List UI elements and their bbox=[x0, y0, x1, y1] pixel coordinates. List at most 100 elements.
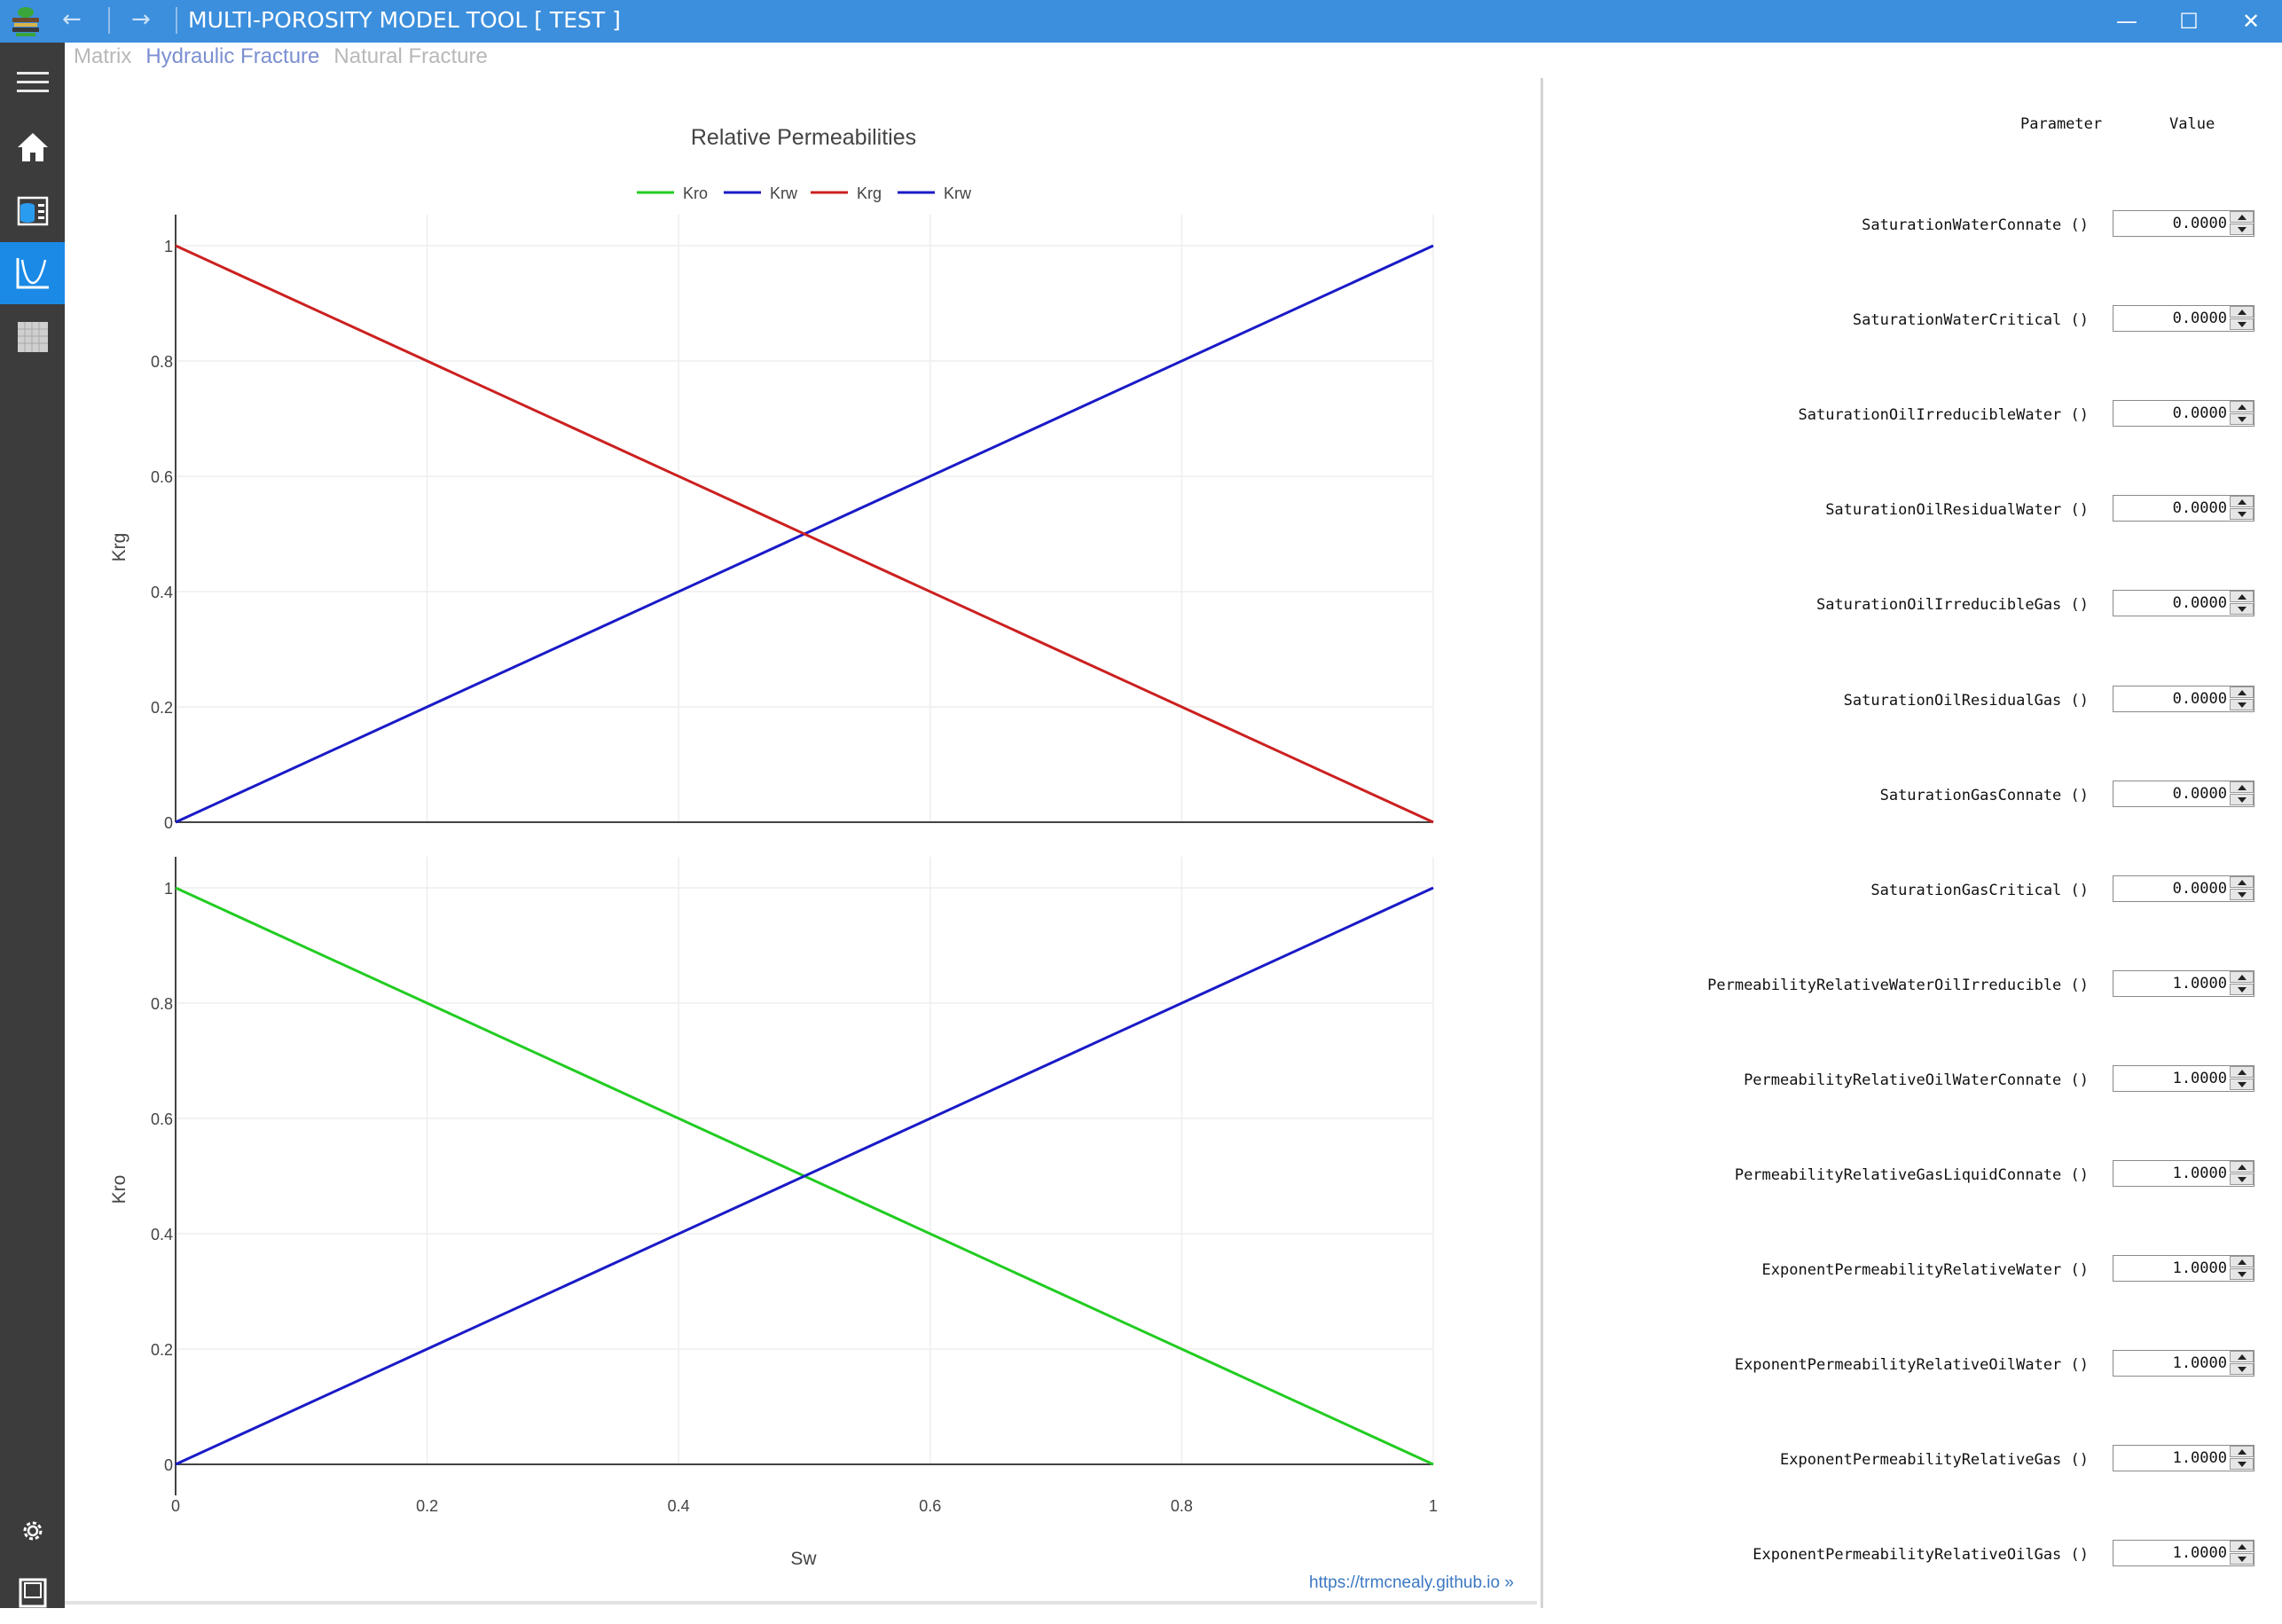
legend-label: Krw bbox=[770, 184, 798, 202]
gear-icon bbox=[23, 1521, 42, 1541]
value-spinner[interactable] bbox=[2230, 1351, 2254, 1376]
value-spinner[interactable] bbox=[2230, 211, 2254, 236]
spinner-down-button[interactable] bbox=[2230, 1173, 2254, 1185]
value-spinner[interactable] bbox=[2230, 781, 2254, 806]
arrow-up-icon bbox=[2238, 594, 2247, 600]
spinner-down-button[interactable] bbox=[2230, 413, 2254, 426]
hamburger-menu-button[interactable] bbox=[0, 51, 65, 114]
sidebar-item-settings[interactable] bbox=[0, 1500, 65, 1562]
maximize-button[interactable]: ☐ bbox=[2179, 9, 2199, 34]
lower-y-tick-label: 0.6 bbox=[151, 1110, 173, 1128]
spinner-up-button[interactable] bbox=[2230, 970, 2254, 983]
value-spinner[interactable] bbox=[2230, 1541, 2254, 1565]
spinner-up-button[interactable] bbox=[2230, 401, 2254, 413]
close-button[interactable]: ✕ bbox=[2241, 9, 2261, 34]
parameter-name: ExponentPermeabilityRelativeOilGas () bbox=[1753, 1546, 2089, 1565]
spinner-down-button[interactable] bbox=[2230, 698, 2254, 710]
parameter-row: ExponentPermeabilityRelativeWater () 1.00… bbox=[1543, 1255, 2282, 1285]
value-spinner[interactable] bbox=[2230, 686, 2254, 711]
hamburger-menu-icon bbox=[16, 72, 49, 92]
spinner-down-button[interactable] bbox=[2230, 224, 2254, 235]
parameter-row: ExponentPermeabilityRelativeOilGas () 1.0… bbox=[1543, 1540, 2282, 1570]
spinner-down-button[interactable] bbox=[2230, 793, 2254, 805]
spinner-up-button[interactable] bbox=[2230, 306, 2254, 318]
sidebar-item-relative-permeability[interactable] bbox=[0, 242, 65, 304]
value-spinner[interactable] bbox=[2230, 496, 2254, 521]
spinner-up-button[interactable] bbox=[2230, 1161, 2254, 1173]
arrow-up-icon bbox=[2238, 499, 2247, 506]
legend-label: Krg bbox=[857, 184, 882, 202]
lower-y-tick-label: 0 bbox=[164, 1456, 173, 1474]
sidebar-item-grid[interactable] bbox=[0, 306, 65, 368]
value-spinner[interactable] bbox=[2230, 591, 2254, 616]
arrow-up-icon bbox=[2238, 1069, 2247, 1075]
lower-y-tick-label: 1 bbox=[164, 880, 173, 898]
parameter-name: ExponentPermeabilityRelativeWater () bbox=[1761, 1261, 2089, 1280]
x-tick-label: 0 bbox=[171, 1497, 180, 1515]
relative-permeability-chart: Relative Permeabilities Kro Krw Krg Krw 0 0.2 0… bbox=[65, 75, 1537, 1608]
home-icon bbox=[17, 133, 48, 161]
tab-natural-fracture[interactable]: Natural Fracture bbox=[333, 44, 488, 68]
upper-y-tick-label: 0 bbox=[164, 814, 173, 832]
spinner-up-button[interactable] bbox=[2230, 875, 2254, 888]
title-separator bbox=[176, 7, 177, 34]
arrow-down-icon bbox=[2238, 1272, 2247, 1278]
back-button[interactable]: ← bbox=[62, 6, 82, 33]
app-logo-icon bbox=[12, 7, 39, 36]
spinner-down-button[interactable] bbox=[2230, 1363, 2254, 1376]
x-tick-label: 0.2 bbox=[416, 1497, 438, 1515]
spinner-up-button[interactable] bbox=[2230, 1065, 2254, 1078]
arrow-down-icon bbox=[2238, 986, 2247, 992]
spinner-down-button[interactable] bbox=[2230, 1268, 2254, 1281]
spinner-up-button[interactable] bbox=[2230, 1446, 2254, 1458]
footer-link[interactable]: https://trmcnealy.github.io » bbox=[1309, 1573, 1514, 1592]
value-spinner[interactable] bbox=[2230, 875, 2254, 901]
upper-y-tick-label: 0.6 bbox=[151, 468, 173, 486]
chart-svg: Relative Permeabilities Kro Krw Krg Krw 0 0.2 0… bbox=[109, 125, 1438, 1569]
lower-y-tick-label: 0.4 bbox=[151, 1226, 173, 1243]
tab-hydraulic-fracture[interactable]: Hydraulic Fracture bbox=[145, 44, 320, 68]
parameter-name: ExponentPermeabilityRelativeOilWater () bbox=[1734, 1356, 2089, 1375]
spinner-down-button[interactable] bbox=[2230, 318, 2254, 331]
spinner-up-button[interactable] bbox=[2230, 591, 2254, 603]
parameter-row: PermeabilityRelativeWaterOilIrreducible … bbox=[1543, 969, 2282, 1000]
spinner-up-button[interactable] bbox=[2230, 781, 2254, 793]
spinner-down-button[interactable] bbox=[2230, 1553, 2254, 1565]
value-spinner[interactable] bbox=[2230, 306, 2254, 331]
tab-matrix[interactable]: Matrix bbox=[74, 44, 132, 68]
value-spinner[interactable] bbox=[2230, 970, 2254, 996]
spinner-up-button[interactable] bbox=[2230, 211, 2254, 223]
upper-y-tick-label: 0.4 bbox=[151, 584, 173, 601]
spinner-up-button[interactable] bbox=[2230, 496, 2254, 508]
arrow-up-icon bbox=[2238, 1449, 2247, 1455]
sidebar-item-home[interactable] bbox=[0, 116, 65, 178]
spinner-up-button[interactable] bbox=[2230, 1541, 2254, 1553]
forward-button[interactable]: → bbox=[131, 6, 151, 33]
horizontal-scrollbar[interactable] bbox=[65, 1601, 1537, 1604]
spinner-up-button[interactable] bbox=[2230, 1351, 2254, 1363]
spinner-down-button[interactable] bbox=[2230, 888, 2254, 900]
x-axis-label: Sw bbox=[790, 1549, 817, 1569]
spinner-down-button[interactable] bbox=[2230, 983, 2254, 995]
spinner-down-button[interactable] bbox=[2230, 1078, 2254, 1090]
sidebar-item-data[interactable] bbox=[0, 180, 65, 242]
minimize-button[interactable]: — bbox=[2116, 9, 2137, 34]
arrow-up-icon bbox=[2238, 1259, 2247, 1266]
panel-divider[interactable] bbox=[1541, 78, 1543, 1608]
spinner-up-button[interactable] bbox=[2230, 1256, 2254, 1268]
arrow-down-icon bbox=[2238, 1177, 2247, 1182]
spinner-down-button[interactable] bbox=[2230, 603, 2254, 616]
parameter-row: SaturationWaterCritical () 0.0000 bbox=[1543, 305, 2282, 335]
spinner-down-button[interactable] bbox=[2230, 1458, 2254, 1471]
value-spinner[interactable] bbox=[2230, 401, 2254, 426]
value-spinner[interactable] bbox=[2230, 1065, 2254, 1091]
lower-y-tick-label: 0.2 bbox=[151, 1341, 173, 1359]
sidebar-item-notebook[interactable] bbox=[0, 1562, 65, 1624]
parameter-row: ExponentPermeabilityRelativeOilWater () 1… bbox=[1543, 1350, 2282, 1380]
spinner-up-button[interactable] bbox=[2230, 686, 2254, 698]
value-spinner[interactable] bbox=[2230, 1256, 2254, 1281]
value-spinner[interactable] bbox=[2230, 1446, 2254, 1471]
spinner-down-button[interactable] bbox=[2230, 508, 2254, 521]
value-spinner[interactable] bbox=[2230, 1161, 2254, 1186]
series-line-krw bbox=[175, 886, 1434, 1466]
